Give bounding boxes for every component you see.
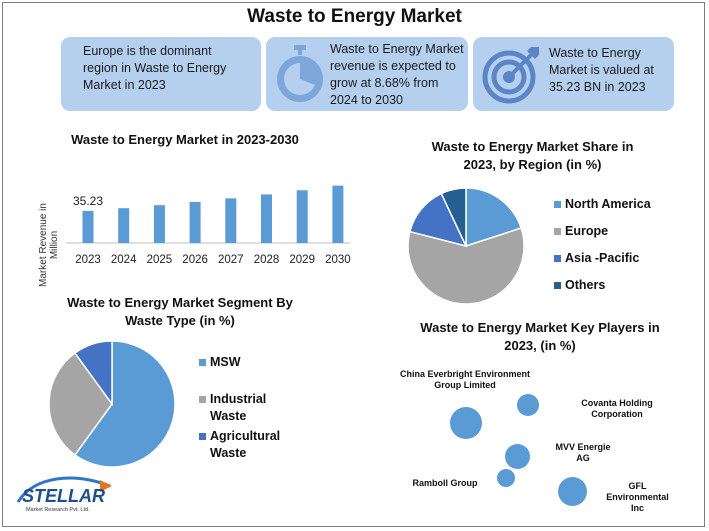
bar-2027	[225, 198, 237, 243]
region-pie-title: Waste to Energy Market Share in 2023, by…	[431, 139, 634, 172]
bar-2024	[118, 208, 130, 243]
data-label: 35.23	[73, 194, 103, 208]
x-tick-label: 2029	[289, 254, 315, 266]
pie-slice-north-america	[465, 187, 523, 248]
legend-swatch	[554, 255, 561, 262]
x-tick-label: 2024	[111, 254, 137, 266]
key-players-title: Waste to Energy Market Key Players in 20…	[420, 320, 660, 353]
player-bubble	[504, 443, 530, 469]
x-tick-label: 2028	[254, 254, 280, 266]
segment-pie-title: Waste to Energy Market Segment By Waste …	[67, 295, 293, 328]
pie-slice-others	[440, 187, 467, 247]
player-label: Ramboll Group	[412, 478, 478, 488]
legend-label: Asia -Pacific	[565, 251, 640, 265]
bar-2029	[296, 190, 308, 243]
bar-chart-title: Waste to Energy Market in 2023-2030	[71, 132, 299, 147]
bar-2023	[82, 210, 94, 243]
legend-swatch	[554, 228, 561, 235]
player-label: GFL Environmental Inc	[606, 481, 669, 513]
player-label: MVV Energie AG	[555, 442, 611, 463]
target-icon	[482, 47, 539, 104]
logo-name: STELLAR	[22, 486, 105, 506]
bar-2025	[153, 205, 165, 243]
card-text-region: Europe is the dominant region in Waste t…	[83, 44, 227, 92]
y-axis-label: Market Revenue inMillion	[38, 203, 60, 287]
pie-slice-agricultural-waste	[73, 340, 113, 407]
legend-label: Others	[565, 278, 606, 292]
legend-swatch	[554, 201, 561, 208]
pie-slice-industrial-waste	[48, 351, 113, 457]
legend-swatch	[199, 396, 206, 403]
player-bubble	[450, 407, 482, 439]
pie-slice-asia-pacific	[408, 192, 468, 248]
bar-2030	[332, 185, 344, 243]
pie-slice-europe	[407, 227, 525, 305]
card-text-value: Waste to Energy Market is valued at 35.2…	[549, 46, 654, 94]
legend-label: MSW	[210, 355, 241, 369]
player-bubble	[497, 469, 515, 487]
player-label: China Everbright Environment Group Limit…	[399, 369, 531, 390]
x-tick-label: 2030	[325, 254, 351, 266]
x-tick-label: 2026	[182, 254, 208, 266]
player-label: Covanta Holding Corporation	[581, 398, 653, 419]
legend-swatch	[554, 282, 561, 289]
card-text-growth: Waste to Energy Market revenue is expect…	[330, 42, 464, 107]
pie-slice-msw	[73, 340, 176, 468]
x-tick-label: 2023	[75, 254, 101, 266]
info-card-region: Europe is the dominant region in Waste t…	[61, 37, 261, 111]
info-card-growth: Waste to Energy Market revenue is expect…	[266, 37, 468, 111]
player-bubble	[557, 476, 587, 506]
logo-subtitle: Market Research Pvt. Ltd.	[26, 507, 90, 513]
stopwatch-icon	[277, 45, 323, 102]
legend-label: Agricultural Waste	[210, 429, 281, 460]
legend-label: Europe	[565, 224, 609, 238]
page-title: Waste to Energy Market	[247, 6, 462, 27]
legend-label: Industrial Waste	[210, 392, 267, 423]
x-tick-label: 2025	[147, 254, 173, 266]
bar-chart: Market Revenue inMillion 2023 35.23 2024 20…	[38, 185, 351, 287]
bar-2028	[261, 194, 272, 243]
region-pie-chart	[407, 187, 525, 305]
player-bubble	[517, 394, 539, 416]
legend-swatch	[199, 433, 206, 440]
legend-swatch	[199, 359, 206, 366]
segment-pie-chart	[48, 340, 176, 468]
bar-2026	[189, 201, 201, 243]
stellar-logo: STELLAR Market Research Pvt. Ltd.	[14, 472, 114, 518]
info-card-value: Waste to Energy Market is valued at 35.2…	[473, 37, 674, 111]
x-tick-label: 2027	[218, 254, 244, 266]
logo-swoosh-icon	[16, 476, 112, 503]
legend-label: North America	[565, 197, 651, 211]
